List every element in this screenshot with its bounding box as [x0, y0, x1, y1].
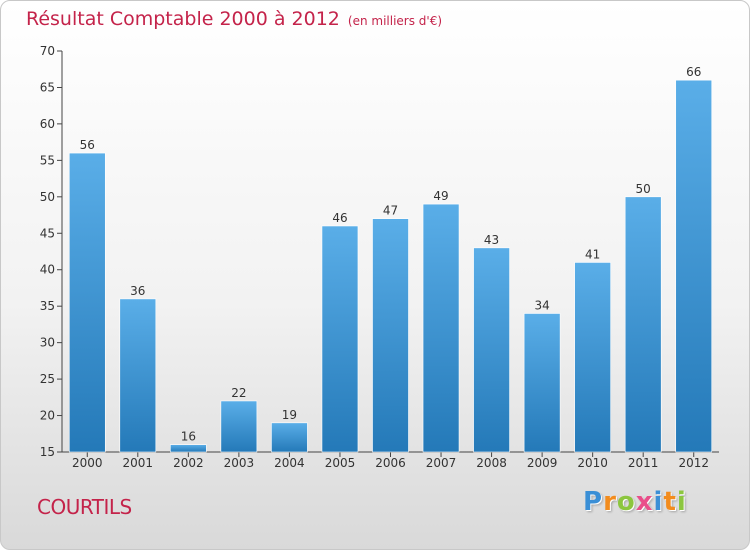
- x-tick-label: 2011: [628, 456, 659, 470]
- commune-name: COURTILS: [37, 495, 132, 519]
- x-axis: 2000 2001 2002 2003 2004 2005 2006 2007 2008 2009…: [62, 451, 719, 470]
- data-label-2006: 47: [383, 204, 398, 218]
- chart-unit-label: (en milliers d'€): [347, 14, 443, 28]
- bar-2006: [372, 218, 409, 453]
- y-tick-label: 40: [40, 263, 55, 277]
- y-tick-label: 15: [40, 445, 55, 459]
- y-tick-label: 20: [40, 409, 55, 423]
- bar-2002: [170, 444, 207, 453]
- x-tick-label: 2005: [325, 456, 356, 470]
- bar-2009: [523, 313, 561, 453]
- data-label-2010: 41: [585, 247, 600, 261]
- x-tick-label: 2012: [678, 456, 709, 470]
- logo-letter: x: [635, 487, 654, 517]
- y-axis: 15 20 25 30 35 40 45 50 55 60 65 70: [40, 44, 63, 459]
- bar-2001: [119, 298, 157, 453]
- bar-2007: [422, 203, 460, 453]
- bar-2008: [473, 247, 510, 453]
- x-tick-label: 2006: [375, 456, 406, 470]
- x-tick-label: 2002: [173, 456, 204, 470]
- y-tick-label: 25: [40, 372, 55, 386]
- y-tick-label: 65: [40, 80, 55, 94]
- data-label-2011: 50: [636, 182, 651, 196]
- logo-letter: t: [663, 487, 677, 517]
- data-label-2003: 22: [231, 386, 246, 400]
- data-label-2002: 16: [181, 430, 196, 444]
- logo-letter: i: [653, 487, 664, 517]
- x-tick-label: 2003: [224, 456, 255, 470]
- x-tick-label: 2000: [72, 456, 103, 470]
- y-tick-label: 50: [40, 190, 55, 204]
- bar-2012: [675, 79, 713, 453]
- data-label-2009: 34: [534, 298, 549, 312]
- bar-2003: [220, 400, 258, 453]
- y-tick-label: 60: [40, 117, 55, 131]
- bar-2011: [624, 196, 662, 453]
- chart-title: Résultat Comptable 2000 à 2012: [26, 8, 340, 30]
- x-tick-label: 2008: [476, 456, 507, 470]
- y-tick-label: 30: [40, 336, 55, 350]
- y-tick-label: 55: [40, 153, 55, 167]
- data-label-2012: 66: [686, 65, 701, 79]
- bar-2000: [68, 152, 106, 453]
- proxiti-logo: Proxiti: [583, 487, 687, 517]
- logo-letter: r: [603, 487, 617, 517]
- data-label-2007: 49: [433, 189, 448, 203]
- y-tick-label: 35: [40, 299, 55, 313]
- x-tick-label: 2001: [123, 456, 154, 470]
- x-tick-label: 2004: [274, 456, 305, 470]
- chart-title-block: Résultat Comptable 2000 à 2012 (en millie…: [26, 8, 442, 30]
- y-tick-label: 70: [40, 44, 55, 58]
- data-labels: 56 36 16 22 19 46 47 49 43 34 41 50 66: [80, 65, 702, 444]
- bar-2010: [574, 262, 611, 453]
- bar-2004: [271, 422, 308, 453]
- bar-2005: [321, 225, 359, 453]
- x-tick-label: 2010: [577, 456, 608, 470]
- logo-letter: o: [616, 487, 636, 517]
- data-label-2004: 19: [282, 408, 297, 422]
- data-label-2001: 36: [130, 284, 145, 298]
- x-tick-label: 2007: [426, 456, 457, 470]
- data-label-2005: 46: [332, 211, 347, 225]
- y-tick-label: 45: [40, 226, 55, 240]
- logo-letter: P: [583, 487, 604, 517]
- data-label-2008: 43: [484, 233, 499, 247]
- logo-letter: i: [676, 487, 687, 517]
- data-label-2000: 56: [80, 138, 95, 152]
- bars: [68, 79, 713, 453]
- x-tick-label: 2009: [527, 456, 558, 470]
